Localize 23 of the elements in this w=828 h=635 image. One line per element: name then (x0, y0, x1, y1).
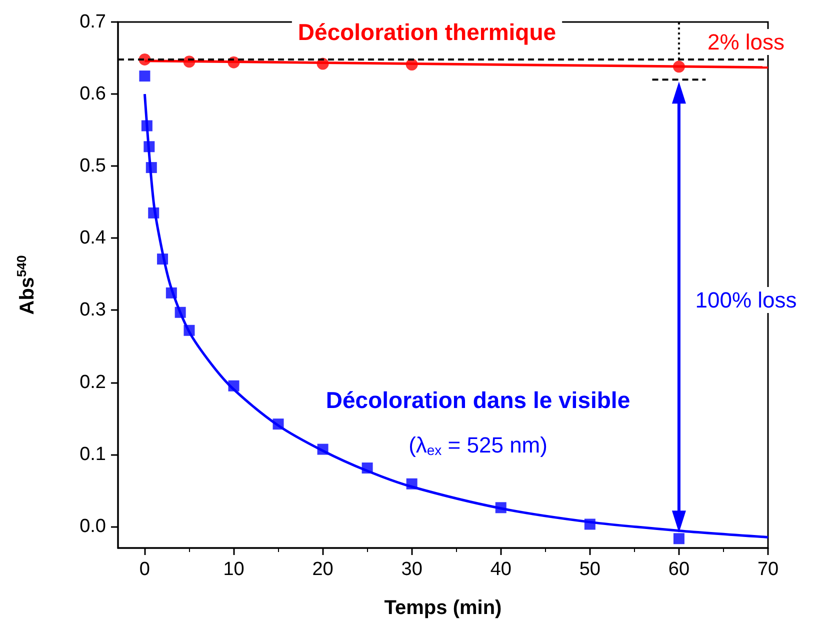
annotation: 2% loss (707, 30, 785, 54)
annotation: (λex = 525 nm) (408, 432, 548, 458)
y-tick-label: 0.0 (80, 516, 106, 537)
x-tick-label: 60 (668, 559, 690, 580)
x-tick-label: 40 (490, 559, 512, 580)
annotation: Décoloration dans le visible (326, 387, 630, 413)
y-tick-label: 0.6 (80, 84, 106, 105)
annotation: 100% loss (695, 288, 797, 312)
y-tick-label: 0.7 (80, 12, 106, 32)
y-axis-title: Abs540 (14, 255, 38, 315)
y-tick-label: 0.5 (80, 156, 106, 177)
annotation: Décoloration thermique (298, 19, 556, 45)
y-tick-label: 0.3 (80, 300, 106, 321)
x-tick-label: 0 (139, 559, 150, 580)
x-tick-label: 20 (312, 559, 334, 580)
y-tick-label: 0.2 (80, 372, 106, 393)
y-tick-label: 0.1 (80, 444, 106, 465)
x-tick-label: 30 (401, 559, 422, 580)
x-tick-label: 50 (579, 559, 600, 580)
x-axis-title: Temps (min) (384, 597, 502, 619)
x-tick-label: 10 (223, 559, 244, 580)
x-tick-label: 70 (757, 559, 779, 580)
y-tick-label: 0.4 (80, 228, 106, 249)
